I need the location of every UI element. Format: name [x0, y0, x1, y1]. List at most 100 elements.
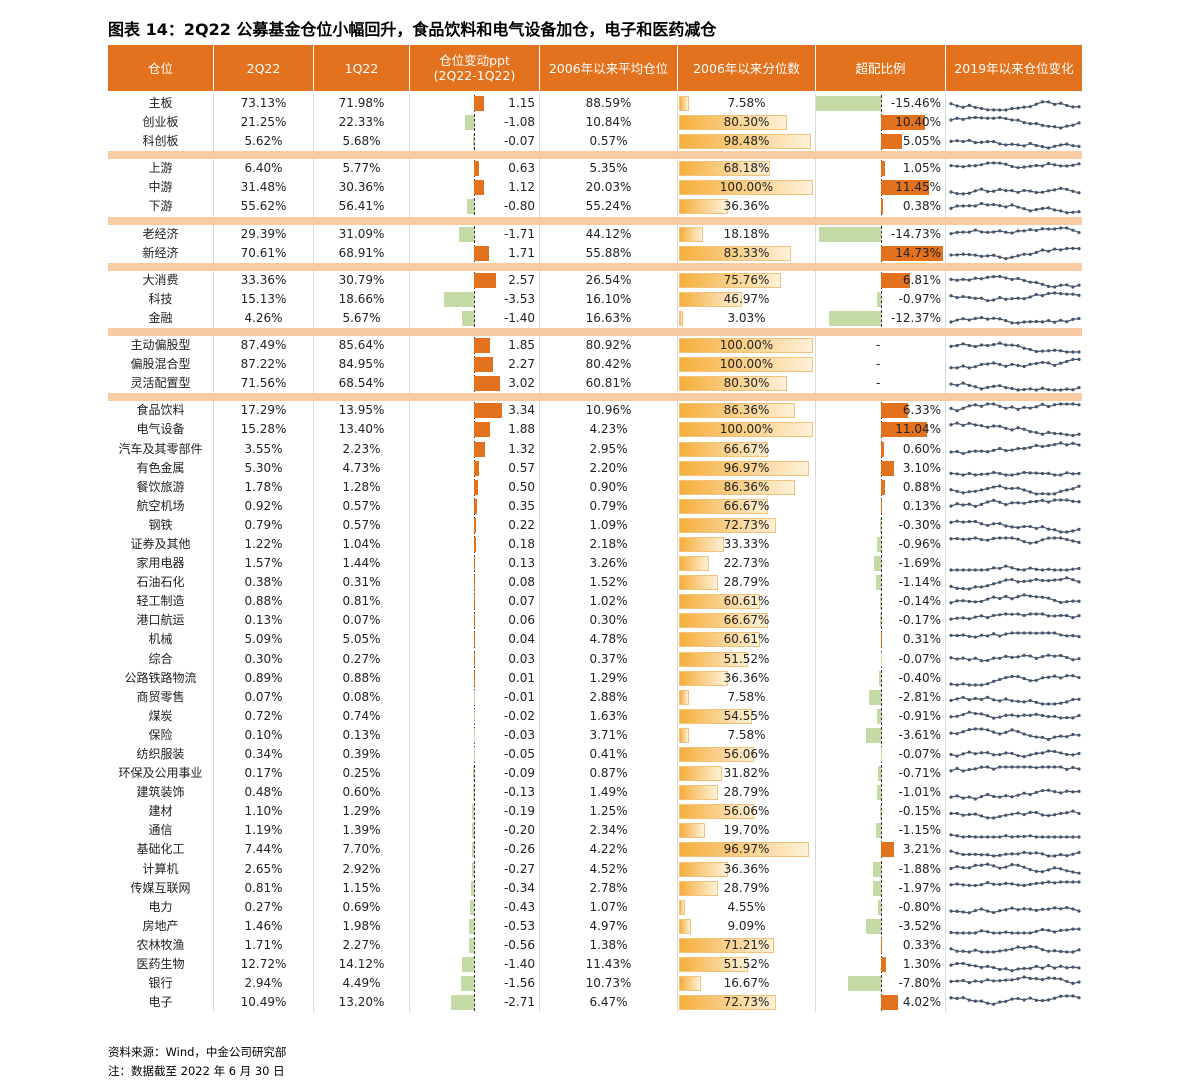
row-label-text: 建筑装饰 — [136, 785, 184, 799]
trend-cell — [946, 459, 1082, 478]
row-label: 计算机 — [108, 860, 214, 879]
trend-sparkline — [948, 460, 1082, 477]
row-label-text: 主动偏股型 — [130, 338, 190, 352]
group-separator — [108, 328, 1082, 336]
zero-axis — [474, 994, 475, 1011]
position-change: 0.35 — [410, 497, 540, 516]
zero-axis — [474, 880, 475, 897]
q2-position: 10.49% — [214, 993, 314, 1012]
row-label: 银行 — [108, 974, 214, 993]
avg-position: 2.18% — [540, 535, 678, 554]
trend-sparkline — [948, 272, 1082, 289]
overweight-value: -0.97% — [899, 290, 941, 309]
trend-cell — [946, 290, 1082, 309]
q2-position: 55.62% — [214, 197, 314, 216]
percentile-value: 28.79% — [678, 879, 815, 898]
trend-cell — [946, 94, 1082, 113]
percentile-value: 66.67% — [678, 440, 815, 459]
percentile: 54.55% — [678, 707, 816, 726]
avg-position: 10.73% — [540, 974, 678, 993]
overweight: -1.88% — [816, 860, 946, 879]
row-label: 上游 — [108, 159, 214, 178]
overweight-bar — [880, 518, 881, 533]
overweight-value: 6.81% — [903, 271, 941, 290]
q1-position: 1.28% — [314, 478, 410, 497]
zero-axis — [881, 746, 882, 763]
position-change: 0.06 — [410, 611, 540, 630]
trend-sparkline — [948, 198, 1082, 215]
percentile: 28.79% — [678, 573, 816, 592]
row-label-text: 通信 — [148, 823, 172, 837]
overweight: -0.96% — [816, 535, 946, 554]
trend-sparkline — [948, 994, 1082, 1011]
percentile-value: 100.00% — [678, 336, 815, 355]
position-change: -0.05 — [410, 745, 540, 764]
trend-sparkline — [948, 670, 1082, 687]
header-cell: 2019年以来仓位变化 — [946, 45, 1082, 91]
overweight-bar — [877, 785, 881, 800]
percentile-value: 19.70% — [678, 821, 815, 840]
percentile-value: 66.67% — [678, 611, 815, 630]
percentile-value: 36.36% — [678, 197, 815, 216]
trend-cell — [946, 821, 1082, 840]
trend-sparkline — [948, 160, 1082, 177]
zero-axis — [881, 765, 882, 782]
change-value: -0.80 — [504, 197, 535, 216]
avg-position: 2.20% — [540, 459, 678, 478]
change-bar — [473, 766, 474, 781]
zero-axis — [474, 918, 475, 935]
q2-position: 5.30% — [214, 459, 314, 478]
group-separator — [108, 151, 1082, 159]
trend-cell — [946, 197, 1082, 216]
zero-axis — [881, 803, 882, 820]
change-value: 2.27 — [508, 355, 535, 374]
row-label: 家用电器 — [108, 554, 214, 573]
trend-cell — [946, 955, 1082, 974]
position-change: 0.18 — [410, 535, 540, 554]
position-change: -0.80 — [410, 197, 540, 216]
q2-position: 15.28% — [214, 420, 314, 439]
row-label-text: 保险 — [148, 728, 172, 742]
change-bar — [474, 403, 502, 418]
avg-position: 16.63% — [540, 309, 678, 328]
change-bar — [462, 957, 474, 972]
row-label: 纺织服装 — [108, 745, 214, 764]
position-change: -0.26 — [410, 840, 540, 859]
overweight: -0.80% — [816, 898, 946, 917]
avg-position: 0.90% — [540, 478, 678, 497]
overweight: -2.81% — [816, 688, 946, 707]
group-separator — [108, 263, 1082, 271]
overweight-bar — [881, 842, 894, 857]
avg-position: 6.47% — [540, 993, 678, 1012]
overweight: -0.71% — [816, 764, 946, 783]
q2-position: 0.13% — [214, 611, 314, 630]
percentile-value: 9.09% — [678, 917, 815, 936]
percentile: 86.36% — [678, 478, 816, 497]
q1-position: 1.15% — [314, 879, 410, 898]
row-label-text: 航空机场 — [136, 499, 184, 513]
row-label: 港口航运 — [108, 611, 214, 630]
overweight-value: -0.40% — [899, 669, 941, 688]
q1-position: 7.70% — [314, 840, 410, 859]
trend-cell — [946, 688, 1082, 707]
avg-position: 10.96% — [540, 401, 678, 420]
position-change: 0.57 — [410, 459, 540, 478]
row-label-text: 餐饮旅游 — [136, 480, 184, 494]
row-label: 汽车及其零部件 — [108, 440, 214, 459]
percentile: 28.79% — [678, 879, 816, 898]
q1-position: 5.05% — [314, 630, 410, 649]
q2-position: 21.25% — [214, 113, 314, 132]
q2-position: 70.61% — [214, 244, 314, 263]
overweight-value: -1.97% — [899, 879, 941, 898]
row-label-text: 基础化工 — [136, 842, 184, 856]
q2-position: 0.30% — [214, 650, 314, 669]
avg-position: 4.22% — [540, 840, 678, 859]
percentile-value: 66.67% — [678, 497, 815, 516]
avg-position: 3.71% — [540, 726, 678, 745]
